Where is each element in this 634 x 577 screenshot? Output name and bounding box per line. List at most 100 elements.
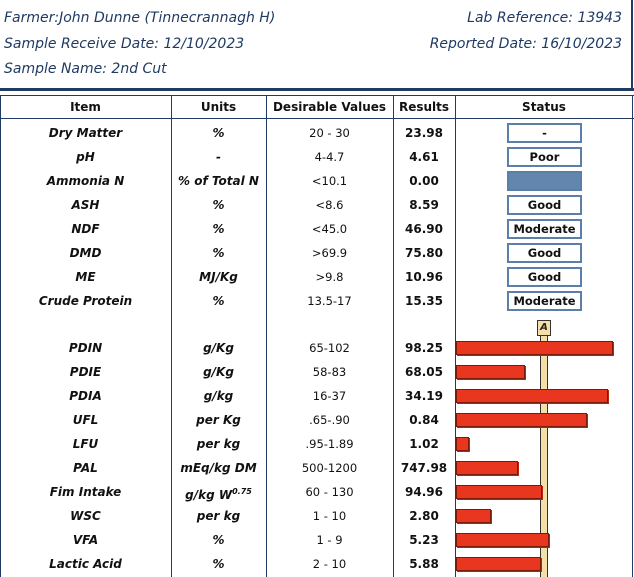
row-result: 5.23	[409, 533, 439, 547]
column-header-units: Units	[200, 100, 237, 114]
row-item: ASH	[71, 198, 100, 212]
sample-name-label: Sample Name: 2nd Cut	[4, 61, 167, 77]
row-item: ME	[75, 270, 96, 284]
row-item: Fim Intake	[49, 485, 122, 499]
row-desirable-values: <45.0	[311, 222, 348, 236]
column-header-results: Results	[398, 100, 450, 114]
row-desirable-values: <10.1	[311, 174, 348, 188]
result-bar	[456, 509, 491, 523]
row-result: 8.59	[409, 198, 439, 212]
column-divider	[0, 95, 1, 577]
result-bar	[456, 365, 525, 379]
row-result: 747.98	[400, 461, 448, 475]
status-badge: -	[507, 123, 582, 143]
row-desirable-values: 2 - 10	[312, 557, 347, 571]
row-item: WSC	[70, 509, 101, 523]
row-units: per kg	[196, 437, 241, 451]
row-desirable-values: 60 - 130	[305, 485, 354, 499]
row-result: 34.19	[405, 389, 443, 403]
row-result: 4.61	[409, 150, 439, 164]
row-units: MJ/Kg	[199, 270, 238, 284]
row-units: g/kg	[203, 389, 234, 403]
row-desirable-values: 16-37	[312, 389, 347, 403]
row-item: NDF	[71, 222, 100, 236]
row-item: Dry Matter	[48, 126, 123, 140]
result-bar	[456, 437, 469, 451]
row-units: -	[216, 150, 221, 164]
column-header-desirable-values: Desirable Values	[272, 100, 387, 114]
status-badge: Moderate	[507, 291, 582, 311]
row-item: PAL	[73, 461, 98, 475]
header-frame-right-border	[631, 0, 633, 90]
row-result: 46.90	[405, 222, 443, 236]
row-result: 5.88	[409, 557, 439, 571]
row-desirable-values: 4-4.7	[314, 150, 345, 164]
row-item: LFU	[72, 437, 99, 451]
bar-axis-label: A	[537, 320, 551, 336]
column-header-item: Item	[70, 100, 101, 114]
row-desirable-values: 13.5-17	[307, 294, 352, 308]
row-units: per Kg	[196, 413, 241, 427]
status-badge: Poor	[507, 147, 582, 167]
row-result: 75.80	[405, 246, 443, 260]
row-item: UFL	[72, 413, 99, 427]
row-desirable-values: 1 - 9	[316, 533, 343, 547]
row-result: 98.25	[405, 341, 443, 355]
column-divider	[393, 95, 394, 577]
row-units: per kg	[196, 509, 241, 523]
farmer-label: Farmer:John Dunne (Tinnecrannagh H)	[4, 10, 276, 26]
result-bar	[456, 341, 613, 355]
row-item: Ammonia N	[46, 174, 125, 188]
row-item: DMD	[69, 246, 102, 260]
row-desirable-values: >9.8	[315, 270, 344, 284]
status-badge: Good	[507, 267, 582, 287]
column-divider	[266, 95, 267, 577]
row-result: 2.80	[409, 509, 439, 523]
reported-date-label: Reported Date: 16/10/2023	[429, 36, 622, 52]
row-desirable-values: <8.6	[315, 198, 344, 212]
row-item: Crude Protein	[38, 294, 133, 308]
row-units: g/Kg	[203, 365, 234, 379]
row-units: mEq/kg DM	[180, 461, 257, 475]
row-item: pH	[76, 150, 95, 164]
row-units: %	[212, 198, 225, 212]
row-item: PDIN	[68, 341, 103, 355]
row-result: 94.96	[405, 485, 443, 499]
table-header-top-rule	[0, 95, 634, 96]
row-result: 0.84	[409, 413, 439, 427]
column-divider	[171, 95, 172, 577]
row-units: % of Total N	[178, 174, 259, 188]
row-item: PDIE	[69, 365, 102, 379]
row-desirable-values: .65-.90	[309, 413, 350, 427]
status-badge: Good	[507, 243, 582, 263]
status-badge	[507, 171, 582, 191]
row-units: %	[212, 557, 225, 571]
result-bar	[456, 461, 518, 475]
row-units: g/Kg	[203, 341, 234, 355]
row-desirable-values: >69.9	[311, 246, 348, 260]
table-top-rule	[0, 88, 634, 91]
row-result: 15.35	[405, 294, 443, 308]
column-divider	[632, 95, 633, 577]
lab-reference-label: Lab Reference: 13943	[467, 10, 622, 26]
row-desirable-values: 1 - 10	[312, 509, 347, 523]
bar-reference-axis	[540, 321, 548, 577]
row-desirable-values: .95-1.89	[305, 437, 354, 451]
row-result: 0.00	[409, 174, 439, 188]
row-units: g/kg W0.75	[171, 482, 266, 502]
result-bar	[456, 389, 608, 403]
row-units: %	[212, 294, 225, 308]
row-units: %	[212, 246, 225, 260]
table-header-bottom-rule	[0, 118, 634, 119]
column-header-status: Status	[522, 100, 566, 114]
row-item: PDIA	[69, 389, 102, 403]
result-bar	[456, 413, 587, 427]
row-result: 1.02	[409, 437, 439, 451]
status-badge: Moderate	[507, 219, 582, 239]
row-desirable-values: 20 - 30	[309, 126, 350, 140]
row-desirable-values: 500-1200	[301, 461, 358, 475]
row-units: %	[212, 126, 225, 140]
row-units-text: g/kg W	[185, 488, 233, 502]
row-result: 10.96	[405, 270, 443, 284]
result-bar	[456, 533, 549, 547]
